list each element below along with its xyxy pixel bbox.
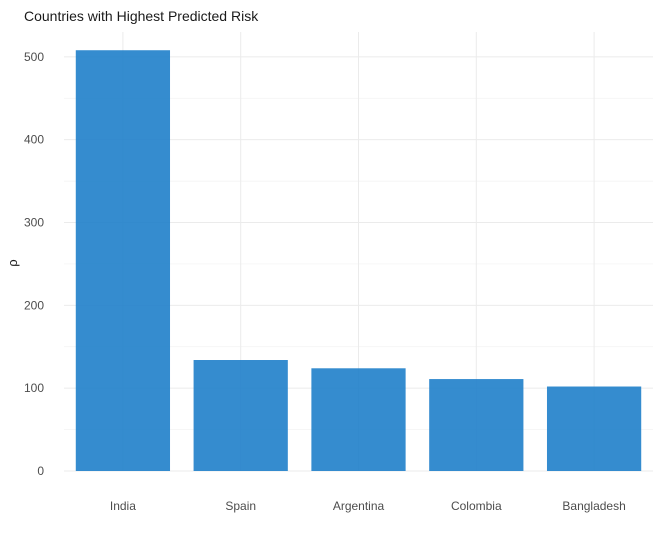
x-tick-label: Spain [225, 499, 256, 513]
x-tick-label: Colombia [451, 499, 502, 513]
y-tick-label: 100 [24, 381, 44, 395]
bar-spain [193, 360, 288, 471]
x-tick-label: Argentina [333, 499, 385, 513]
y-tick-label: 400 [24, 133, 44, 147]
bar-india [75, 50, 171, 471]
bar-argentina [311, 368, 406, 471]
y-tick-label: 500 [24, 50, 44, 64]
y-tick-label: 300 [24, 216, 44, 230]
chart-title: Countries with Highest Predicted Risk [24, 8, 259, 24]
bars [75, 50, 642, 471]
bar-colombia [429, 379, 524, 471]
x-tick-label: India [110, 499, 136, 513]
y-ticks: 0 100 200 300 400 500 [24, 50, 44, 478]
y-tick-label: 0 [37, 464, 44, 478]
x-tick-label: Bangladesh [562, 499, 625, 513]
x-ticks: India Spain Argentina Colombia Bangladesh [110, 499, 626, 513]
y-axis-label: ρ [5, 259, 20, 266]
y-tick-label: 200 [24, 298, 44, 312]
bar-bangladesh [546, 386, 642, 471]
